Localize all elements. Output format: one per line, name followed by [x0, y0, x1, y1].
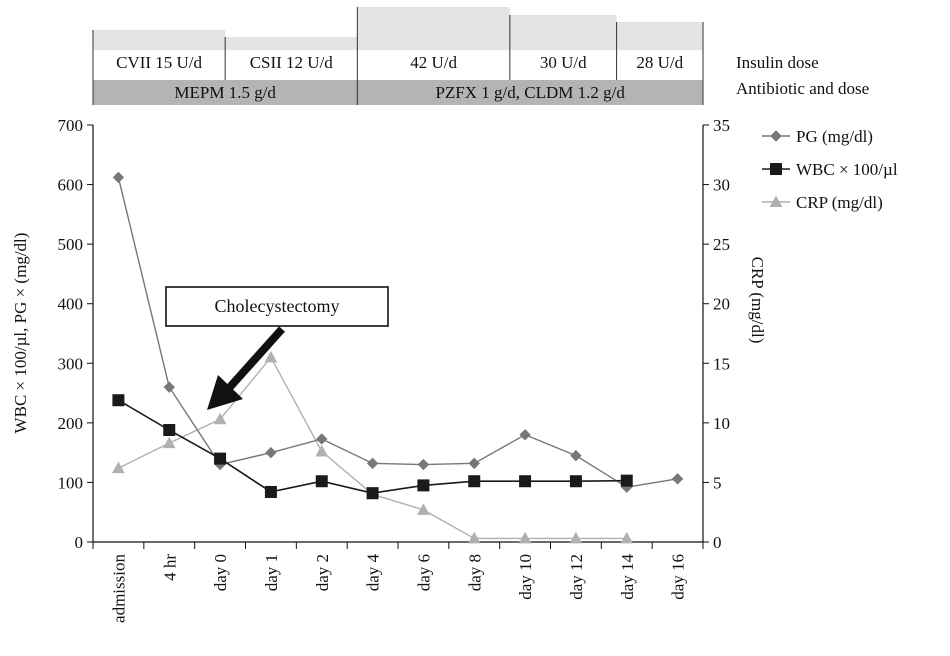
data-point — [671, 473, 684, 485]
y-tick-label-left: 600 — [58, 176, 84, 195]
legend: PG (mg/dl) WBC × 100/µl CRP (mg/dl) — [762, 127, 898, 212]
insulin-segment — [93, 30, 226, 50]
antibiotic-dose-text: PZFX 1 g/d, CLDM 1.2 g/d — [435, 83, 625, 102]
y-tick-label-left: 400 — [58, 295, 84, 314]
chart-series — [112, 171, 684, 544]
y-tick-label-left: 700 — [58, 116, 84, 135]
legend-label: WBC × 100/µl — [796, 160, 898, 179]
data-point — [569, 475, 582, 488]
data-point — [620, 474, 633, 487]
annotation-text: Cholecystectomy — [215, 296, 340, 316]
chart-axes: 0 0 100 5 200 10 300 15 400 20 500 25 600 30 700 35 admi… — [58, 116, 731, 623]
insulin-segment — [357, 7, 510, 50]
y-tick-label-right: 20 — [713, 295, 730, 314]
x-tick-label: day 10 — [516, 554, 535, 600]
y-tick-label-left: 200 — [58, 414, 84, 433]
x-tick-label: day 16 — [669, 554, 688, 600]
x-tick-label: day 12 — [567, 554, 586, 600]
x-tick-label: day 2 — [313, 554, 332, 591]
y-tick-label-left: 300 — [58, 354, 84, 373]
series-line — [118, 356, 627, 540]
data-point — [213, 412, 227, 425]
y-tick-label-right: 25 — [713, 235, 730, 254]
y-tick-label-right: 0 — [713, 533, 722, 552]
annotation-box — [165, 286, 389, 327]
x-tick-label: day 0 — [211, 554, 230, 591]
y-tick-label-left: 500 — [58, 235, 84, 254]
data-point — [315, 444, 329, 457]
legend-marker — [769, 195, 783, 207]
data-point — [162, 436, 176, 449]
antibiotic-segment — [357, 80, 703, 105]
legend-label: CRP (mg/dl) — [796, 193, 883, 212]
data-point — [417, 479, 430, 492]
data-point — [163, 381, 175, 393]
treatment-timeline: CVII 15 U/d CSII 12 U/d 42 U/d 30 U/d 28 U/d… — [92, 7, 704, 105]
insulin-segment — [616, 22, 703, 50]
data-point — [112, 394, 125, 407]
data-point — [163, 424, 176, 437]
data-point — [366, 457, 379, 470]
x-tick-label: 4 hr — [160, 554, 179, 581]
y-tick-label-left: 0 — [75, 533, 84, 552]
antibiotic-segment — [93, 80, 358, 105]
data-point — [366, 487, 379, 500]
x-tick-label: day 8 — [465, 554, 484, 591]
antibiotic-dose-text: MEPM 1.5 g/d — [174, 83, 276, 102]
antibiotic-dose-label: Antibiotic and dose — [736, 79, 869, 98]
y-tick-label-left: 100 — [58, 473, 84, 492]
legend-marker — [770, 130, 782, 142]
data-point — [264, 350, 278, 363]
data-point — [468, 457, 480, 470]
data-point — [468, 475, 481, 488]
data-point — [570, 449, 582, 462]
x-tick-label: day 14 — [618, 554, 637, 600]
data-point — [214, 452, 227, 465]
data-point — [264, 485, 277, 498]
legend-marker — [770, 163, 782, 175]
annotation — [165, 286, 389, 410]
insulin-segment — [509, 15, 617, 50]
x-tick-label: day 4 — [364, 554, 383, 592]
y-axis-left-label: WBC × 100/µl, PG × (mg/dl) — [11, 233, 30, 434]
data-point — [315, 475, 328, 488]
insulin-dose-text: CVII 15 U/d — [116, 53, 202, 72]
y-tick-label-right: 10 — [713, 414, 730, 433]
data-point — [620, 531, 634, 544]
data-point — [316, 433, 328, 445]
insulin-dose-text: 30 U/d — [540, 53, 587, 72]
y-tick-label-right: 30 — [713, 176, 730, 195]
data-point — [519, 475, 532, 488]
insulin-dose-label: Insulin dose — [736, 53, 819, 72]
annotation-arrow — [227, 326, 285, 390]
y-tick-label-right: 15 — [713, 354, 730, 373]
y-axis-right-label: CRP (mg/dl) — [748, 257, 767, 344]
data-point — [112, 171, 125, 184]
data-point — [519, 429, 531, 441]
data-point — [467, 531, 481, 544]
data-point — [417, 458, 430, 471]
y-tick-label-right: 5 — [713, 473, 722, 492]
annotation-arrowhead — [207, 375, 243, 410]
insulin-segment — [225, 37, 358, 50]
data-point — [112, 461, 125, 474]
x-tick-label: day 6 — [414, 554, 433, 591]
insulin-dose-text: CSII 12 U/d — [250, 53, 334, 72]
data-point — [265, 446, 277, 459]
insulin-dose-text: 28 U/d — [636, 53, 683, 72]
insulin-dose-text: 42 U/d — [410, 53, 457, 72]
series-line — [117, 177, 678, 488]
series-line — [118, 399, 627, 494]
y-tick-label-right: 35 — [713, 116, 730, 135]
legend-label: PG (mg/dl) — [796, 127, 873, 146]
data-point — [569, 531, 583, 544]
data-point — [518, 531, 532, 544]
data-point — [417, 503, 430, 515]
x-tick-label: admission — [109, 554, 128, 623]
x-tick-label: day 1 — [262, 554, 281, 591]
